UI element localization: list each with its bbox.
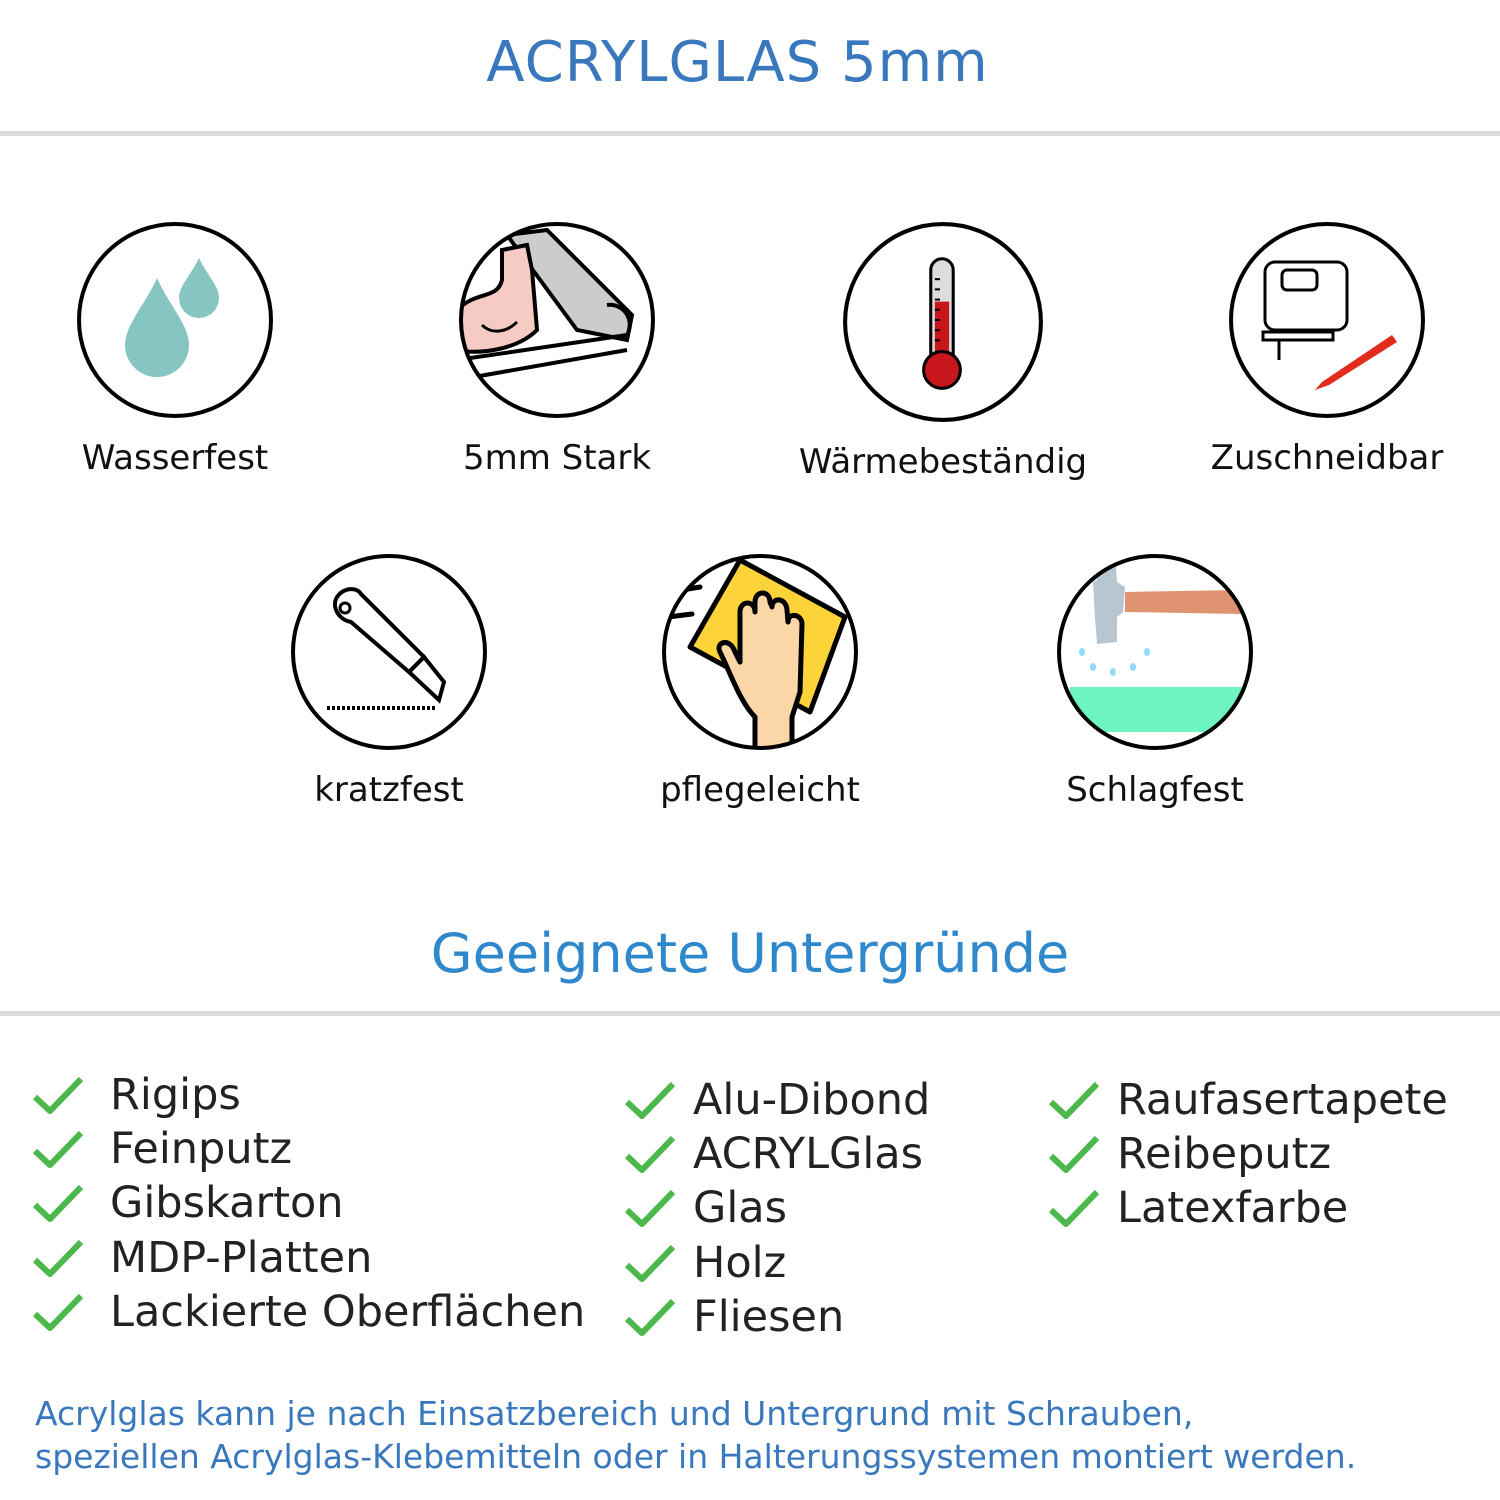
divider: [0, 131, 1500, 136]
surface-item: Holz: [624, 1236, 786, 1290]
footer-line-1: Acrylglas kann je nach Einsatzbereich un…: [35, 1394, 1194, 1433]
surface-item: ACRYLGlas: [624, 1127, 923, 1181]
surface-item: Glas: [624, 1181, 787, 1235]
surface-item: Lackierte Oberflächen: [32, 1285, 585, 1339]
surface-label: Reibeputz: [1117, 1129, 1332, 1179]
feature-wasserfest: Wasserfest: [15, 220, 335, 478]
feature-zuschneidbar: Zuschneidbar: [1167, 220, 1487, 478]
check-icon: [32, 1293, 84, 1331]
surface-item: Alu-Dibond: [624, 1073, 930, 1127]
surface-item: Fliesen: [624, 1290, 844, 1344]
feature-label: Schlagfest: [1066, 770, 1244, 810]
surface-item: Gibskarton: [32, 1176, 344, 1230]
surface-label: Feinputz: [110, 1124, 293, 1174]
check-icon: [624, 1081, 676, 1119]
surface-label: MDP-Platten: [110, 1233, 373, 1283]
surface-label: Latexfarbe: [1117, 1183, 1349, 1233]
page-title: ACRYLGLAS 5mm: [486, 30, 989, 95]
feature-label: Wärmebeständig: [798, 442, 1088, 482]
check-icon: [1048, 1135, 1100, 1173]
feature-5mm-stark: 5mm Stark: [397, 220, 717, 478]
feature-label: 5mm Stark: [462, 438, 652, 478]
surface-item: Latexfarbe: [1048, 1181, 1348, 1235]
check-icon: [624, 1135, 676, 1173]
check-icon: [32, 1076, 84, 1114]
surface-item: Reibeputz: [1048, 1127, 1331, 1181]
jigsaw-cutter-icon: [1229, 222, 1425, 418]
footer-line-2: speziellen Acrylglas-Klebemitteln oder i…: [35, 1437, 1357, 1476]
check-icon: [624, 1298, 676, 1336]
surface-item: Raufasertapete: [1048, 1073, 1448, 1127]
surface-label: Alu-Dibond: [693, 1075, 931, 1125]
surface-label: Lackierte Oberflächen: [110, 1287, 586, 1337]
surface-item: Feinputz: [32, 1122, 292, 1176]
hammer-icon: [1057, 554, 1253, 750]
strong-arm-icon: [459, 222, 655, 418]
check-icon: [624, 1189, 676, 1227]
footer-note: Acrylglas kann je nach Einsatzbereich un…: [35, 1392, 1356, 1478]
check-icon: [32, 1130, 84, 1168]
surface-label: ACRYLGlas: [693, 1129, 924, 1179]
feature-label: kratzfest: [314, 770, 464, 810]
utility-knife-icon: [291, 554, 487, 750]
surface-item: Rigips: [32, 1068, 241, 1122]
surface-label: Fliesen: [693, 1292, 845, 1342]
feature-waermebestaendig: Wärmebeständig: [783, 220, 1103, 482]
surface-label: Rigips: [110, 1070, 241, 1120]
surface-label: Holz: [693, 1238, 787, 1288]
divider: [0, 1011, 1500, 1016]
surfaces-title: Geeignete Untergründe: [430, 922, 1070, 985]
cleaning-hand-icon: [662, 554, 858, 750]
feature-pflegeleicht: pflegeleicht: [600, 552, 920, 810]
surface-item: MDP-Platten: [32, 1231, 372, 1285]
check-icon: [1048, 1081, 1100, 1119]
surface-label: Gibskarton: [110, 1178, 344, 1228]
feature-label: Wasserfest: [81, 438, 269, 478]
check-icon: [624, 1244, 676, 1282]
surface-label: Raufasertapete: [1117, 1075, 1448, 1125]
feature-kratzfest: kratzfest: [229, 552, 549, 810]
check-icon: [32, 1239, 84, 1277]
water-drops-icon: [77, 222, 273, 418]
thermometer-icon: [843, 222, 1043, 422]
feature-schlagfest: Schlagfest: [995, 552, 1315, 810]
feature-label: Zuschneidbar: [1210, 438, 1444, 478]
feature-label: pflegeleicht: [660, 770, 860, 810]
check-icon: [1048, 1189, 1100, 1227]
surface-label: Glas: [693, 1183, 788, 1233]
check-icon: [32, 1184, 84, 1222]
